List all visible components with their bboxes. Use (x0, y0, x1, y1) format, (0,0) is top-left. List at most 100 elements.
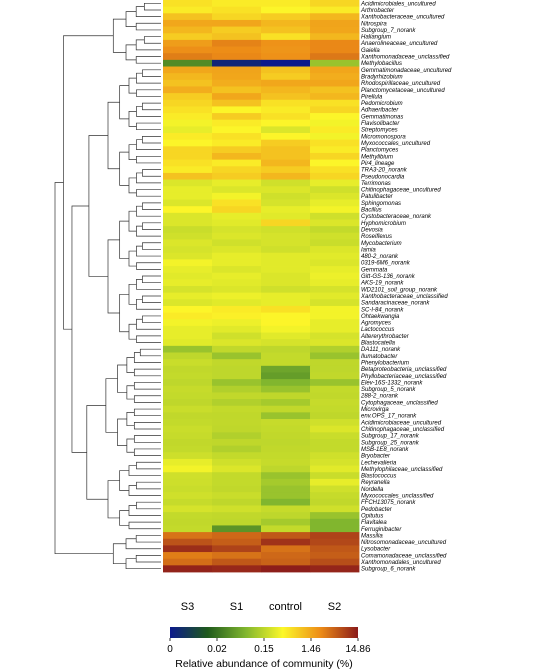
row-label: 480-2_norank (361, 254, 399, 260)
heatmap-cell (212, 545, 262, 553)
heatmap-cell (310, 325, 360, 333)
heatmap-cell (261, 199, 311, 207)
heatmap-cell (261, 352, 311, 360)
heatmap-cell (310, 518, 360, 526)
dendrogram-branch (136, 335, 161, 343)
heatmap-cell (310, 152, 360, 161)
heatmap-cell (163, 545, 213, 553)
heatmap-cell (261, 452, 311, 460)
heatmap-cell (163, 86, 213, 94)
dendrogram-branch (139, 348, 161, 357)
row-label: FFCH13075_norank (361, 500, 416, 506)
dendrogram-branch (128, 283, 137, 305)
heatmap-cell (310, 492, 360, 500)
row-label: Patulibacter (361, 194, 394, 200)
dendrogram-branch (133, 435, 161, 443)
row-label: Flavisolibacter (361, 121, 400, 127)
heatmap-cell (163, 6, 213, 14)
row-label: Flavitalea (361, 520, 387, 526)
dendrogram-branch (136, 72, 161, 84)
dendrogram-branch (128, 144, 137, 160)
heatmap-cell (163, 199, 213, 207)
heatmap-cell (163, 532, 213, 540)
column-labels: S3 S1 control S2 (181, 601, 341, 613)
heatmap-cell (212, 505, 262, 513)
heatmap-cell (261, 26, 311, 34)
heatmap-cell (310, 6, 360, 14)
row-label: Betaproteobacteria_unclassified (361, 367, 447, 373)
heatmap-cell (261, 545, 311, 553)
heatmap-cell (163, 13, 213, 21)
dendrogram-branch (135, 555, 161, 563)
heatmap-cell (261, 192, 311, 200)
dendrogram-branch (117, 364, 127, 393)
dendrogram-branch (143, 2, 161, 11)
heatmap-cell (163, 458, 213, 466)
heatmap-cell (261, 405, 311, 413)
heatmap-cell (261, 93, 311, 101)
heatmap-cell (163, 259, 213, 267)
heatmap-cell (261, 565, 311, 573)
heatmap-cell (261, 133, 311, 141)
heatmap-cell (261, 286, 311, 294)
heatmap-cell (212, 512, 262, 520)
heatmap-cell (163, 445, 213, 453)
heatmap-cell (212, 26, 262, 34)
heatmap-cell (163, 19, 213, 27)
heatmap-cell (310, 286, 360, 294)
heatmap-cell (310, 39, 360, 47)
heatmap-cell (163, 379, 213, 387)
heatmap-cell (261, 385, 311, 393)
heatmap-cell (212, 392, 262, 400)
row-label: 288-2_norank (360, 394, 399, 400)
heatmap-cell (163, 266, 213, 274)
heatmap-cell (310, 345, 360, 353)
heatmap-cell (163, 505, 213, 513)
row-label: Micromonospora (361, 134, 406, 140)
color-legend-ticks: 0 0.02 0.15 1.46 14.86 (167, 638, 371, 655)
heatmap-cell (212, 432, 262, 440)
heatmap-cell (261, 259, 311, 267)
heatmap-cell (163, 372, 213, 380)
heatmap-cell (310, 73, 360, 81)
heatmap-cell (310, 199, 360, 207)
dendrogram-branch (126, 412, 135, 427)
heatmap-cell (261, 458, 311, 466)
row-label: Adhaeribacter (360, 108, 399, 114)
heatmap-cell (261, 172, 311, 180)
dendrogram-branch (136, 501, 161, 510)
heatmap-cell (163, 286, 213, 294)
heatmap-cell (261, 339, 311, 347)
heatmap-cell (163, 305, 213, 313)
row-label: Phyllobacteriaceae_unclassified (361, 374, 447, 380)
heatmap-cell (310, 412, 360, 420)
heatmap-cell (163, 512, 213, 520)
heatmap-cell (163, 472, 213, 480)
heatmap-cell (310, 438, 360, 447)
row-label: Methylibium (361, 154, 393, 160)
dendrogram-branch (107, 101, 120, 170)
dendrogram-branch (86, 405, 108, 500)
heatmap-cell (163, 498, 213, 506)
row-label: Pseudonocardia (361, 174, 405, 180)
dendrogram-branch (136, 245, 161, 257)
heatmap-cell (310, 359, 360, 367)
heatmap-cell (212, 119, 262, 127)
heatmap-cell (310, 452, 360, 460)
heatmap-cell (261, 106, 311, 114)
row-label: Nitrospira (361, 21, 387, 27)
heatmap-cell (310, 272, 360, 280)
color-legend-tick-label: 0 (167, 644, 173, 655)
column-label: S3 (181, 601, 194, 613)
heatmap-cell (261, 425, 311, 433)
dendrogram-branch (125, 538, 161, 550)
dendrogram-branch (135, 535, 161, 543)
heatmap-cell (310, 232, 360, 240)
dendrogram-branch (136, 318, 161, 330)
heatmap-cell (163, 73, 213, 81)
heatmap-cell (212, 532, 262, 540)
heatmap-cell (261, 113, 311, 121)
row-label: TRA3-20_norank (361, 168, 408, 174)
heatmap-cell (212, 372, 262, 380)
heatmap-cell (310, 33, 360, 41)
